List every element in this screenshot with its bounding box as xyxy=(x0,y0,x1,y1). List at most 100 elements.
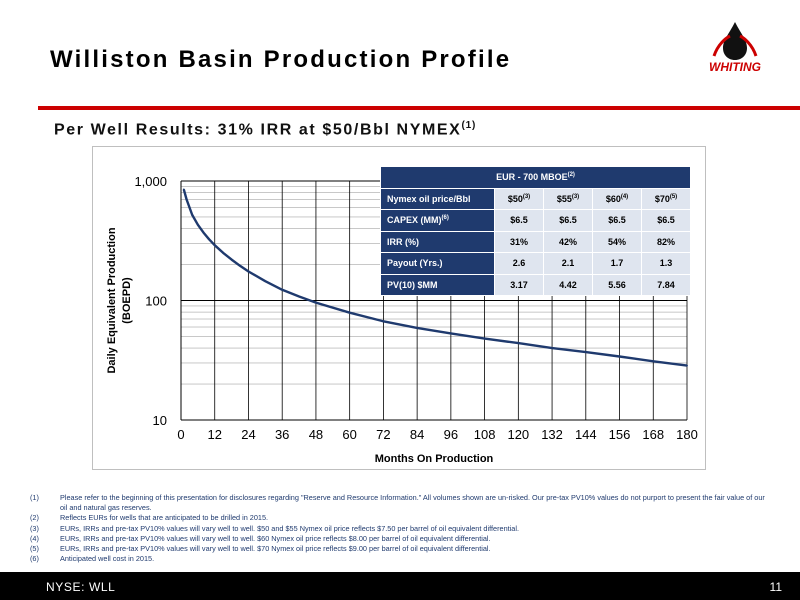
table-cell: $70(5) xyxy=(641,187,691,210)
row-label: Payout (Yrs.) xyxy=(380,252,495,275)
x-tick-label: 84 xyxy=(410,427,424,442)
data-point xyxy=(298,295,300,298)
data-point xyxy=(230,258,233,261)
cell-value: $60 xyxy=(605,193,621,204)
cell-value: 54% xyxy=(607,236,626,247)
cell-value: 31% xyxy=(509,236,528,247)
cell-value: $55 xyxy=(556,193,572,204)
cell-value: 3.17 xyxy=(510,279,528,290)
x-tick-label: 144 xyxy=(575,427,597,442)
data-point xyxy=(213,244,216,247)
oil-drop-logo-icon: WHITING xyxy=(709,22,761,74)
x-tick-label: 36 xyxy=(275,427,289,442)
footer-bar: NYSE: WLL 11 xyxy=(0,572,800,600)
footnotes: (1) Please refer to the beginning of this… xyxy=(30,493,770,564)
table-cell: $6.5 xyxy=(543,209,593,232)
table-cell: 3.17 xyxy=(494,273,544,296)
cell-note: (4) xyxy=(620,193,629,200)
footnote-text: Reflects EURs for wells that are anticip… xyxy=(60,513,269,523)
data-point xyxy=(517,342,520,345)
data-point xyxy=(416,326,419,329)
footnote-number: (5) xyxy=(30,544,39,554)
data-point xyxy=(449,332,452,335)
x-tick-label: 0 xyxy=(177,427,184,442)
footnote: (1) Please refer to the beginning of this… xyxy=(30,493,770,513)
table-cell: $6.5 xyxy=(494,209,544,232)
data-point xyxy=(185,198,188,201)
table-cell: 82% xyxy=(641,230,691,253)
cell-note: (3) xyxy=(571,193,580,200)
table-row: Nymex oil price/Bbl $50(3) $55(3) $60(4) $70… xyxy=(380,187,691,210)
data-point xyxy=(239,264,241,267)
table-cell: 2.1 xyxy=(543,252,593,275)
cell-value: 4.42 xyxy=(559,279,577,290)
x-tick-label: 156 xyxy=(609,427,631,442)
data-point xyxy=(196,223,199,226)
row-label: Nymex oil price/Bbl xyxy=(380,187,495,210)
x-tick-label: 48 xyxy=(309,427,323,442)
row-label: IRR (%) xyxy=(380,230,495,253)
row-label-text: CAPEX (MM) xyxy=(387,215,442,226)
footnote-number: (2) xyxy=(30,513,39,523)
table-cell: 54% xyxy=(592,230,642,253)
table-cell: $55(3) xyxy=(543,187,593,210)
table-header-note: (2) xyxy=(567,172,575,179)
row-label: PV(10) $MM xyxy=(380,273,495,296)
table-header: EUR - 700 MBOE(2) xyxy=(380,166,691,189)
cell-value: 2.1 xyxy=(561,258,575,269)
footnote: (6) Anticipated well cost in 2015. xyxy=(30,554,770,564)
x-tick-label: 168 xyxy=(642,427,664,442)
cell-value: 1.7 xyxy=(610,258,624,269)
row-label-text: Payout (Yrs.) xyxy=(387,258,443,269)
x-tick-label: 72 xyxy=(376,427,390,442)
cell-value: 1.3 xyxy=(659,258,673,269)
data-point xyxy=(382,320,385,323)
x-tick-label: 12 xyxy=(207,427,221,442)
data-point xyxy=(222,252,225,254)
row-label-text: IRR (%) xyxy=(387,236,419,247)
y-tick-label: 10 xyxy=(153,413,167,428)
title-divider xyxy=(38,106,800,110)
table-cell: 42% xyxy=(543,230,593,253)
cell-value: $70 xyxy=(654,193,670,204)
page-number: 11 xyxy=(769,580,782,594)
footnote-number: (4) xyxy=(30,533,39,543)
x-tick-label: 120 xyxy=(507,427,529,442)
cell-value: $6.5 xyxy=(608,215,626,226)
table-cell: 5.56 xyxy=(592,273,642,296)
data-point xyxy=(652,360,655,363)
table-cell: 1.3 xyxy=(641,252,691,275)
row-label: CAPEX (MM)(6) xyxy=(380,209,495,232)
table-row: Payout (Yrs.) 2.6 2.1 1.7 1.3 xyxy=(380,252,691,275)
table-cell: $6.5 xyxy=(592,209,642,232)
table-row: PV(10) $MM 3.17 4.42 5.56 7.84 xyxy=(380,273,691,296)
footnote-text: EURs, IRRs and pre-tax PV10% values will… xyxy=(60,533,491,543)
footnote: (3) EURs, IRRs and pre-tax PV10% values w… xyxy=(30,524,770,534)
production-decline-line xyxy=(182,189,688,367)
y-axis-title-line-1: Daily Equivalent Production xyxy=(106,227,118,373)
table-cell: 2.6 xyxy=(494,252,544,275)
table-cell: 1.7 xyxy=(592,252,642,275)
footnote-number: (1) xyxy=(30,493,39,502)
data-point xyxy=(247,270,250,273)
table-row: CAPEX (MM)(6) $6.5 $6.5 $6.5 $6.5 xyxy=(380,209,691,232)
subtitle-footnote-ref: (1) xyxy=(461,120,477,131)
table-cell: 31% xyxy=(494,230,544,253)
x-tick-label: 60 xyxy=(342,427,356,442)
cell-note: (3) xyxy=(522,193,531,200)
cell-note: (5) xyxy=(669,193,678,200)
table-cell: 4.42 xyxy=(543,273,593,296)
cell-value: 5.56 xyxy=(608,279,626,290)
cell-value: 42% xyxy=(558,236,577,247)
data-point xyxy=(686,364,688,367)
cell-value: $6.5 xyxy=(657,215,675,226)
footer-ticker: NYSE: WLL xyxy=(46,580,116,594)
y-tick-label: 100 xyxy=(145,294,167,309)
table-cell: $6.5 xyxy=(641,209,691,232)
logo-wordmark: WHITING xyxy=(709,60,761,74)
subtitle-text: Per Well Results: 31% IRR at $50/Bbl NYM… xyxy=(54,121,462,139)
footnote-text: EURs, IRRs and pre-tax PV10% values will… xyxy=(60,523,519,533)
y-tick-label: 1,000 xyxy=(134,174,167,189)
data-point xyxy=(281,288,284,291)
footnote-text: Please refer to the beginning of this pr… xyxy=(60,493,765,513)
